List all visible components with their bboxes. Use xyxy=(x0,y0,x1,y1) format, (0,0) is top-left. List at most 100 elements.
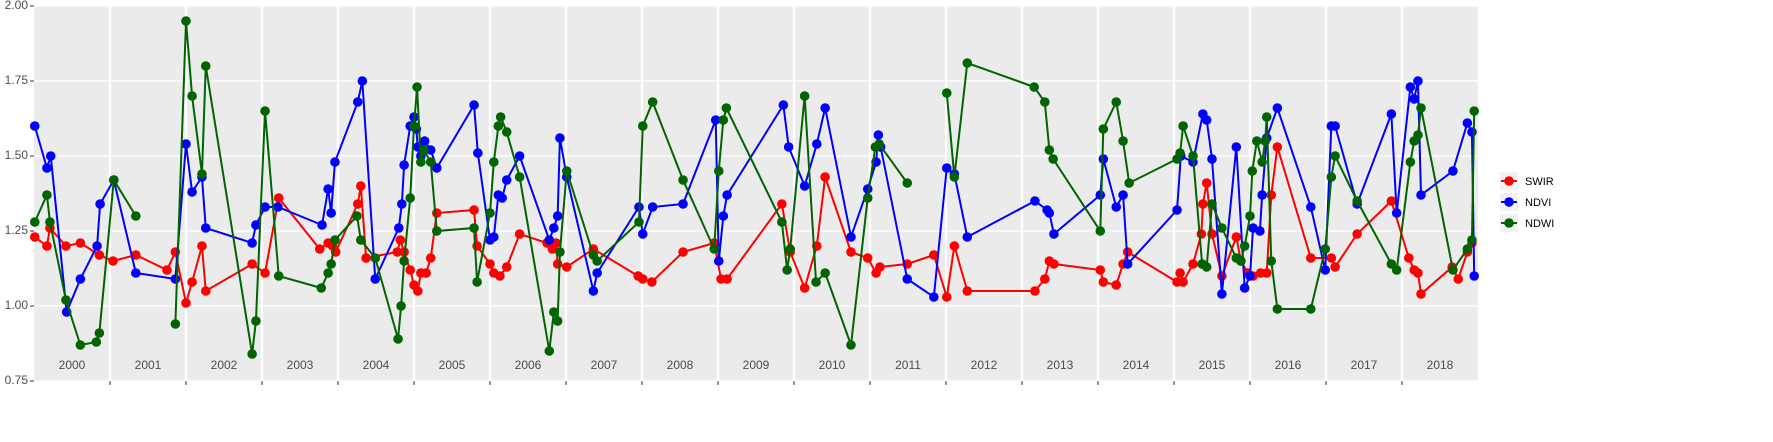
data-point xyxy=(1272,304,1283,314)
data-point xyxy=(425,145,436,155)
data-point xyxy=(485,208,495,218)
legend-point xyxy=(1504,176,1514,186)
data-point xyxy=(485,259,495,269)
data-point xyxy=(394,223,404,233)
data-point xyxy=(273,202,283,212)
y-tick-label: 1.75 xyxy=(5,73,29,87)
data-point xyxy=(399,160,409,170)
data-point xyxy=(1231,142,1242,152)
data-point xyxy=(501,262,512,272)
data-point xyxy=(42,241,52,251)
grid: 0.75 1.00 1.25 1.50 1.75 2.00 2000 2001 2002 2003… xyxy=(5,0,1478,387)
data-point xyxy=(75,340,86,350)
data-point xyxy=(247,238,257,248)
data-point xyxy=(469,205,479,215)
x-tick-label: 2009 xyxy=(743,358,770,372)
data-point xyxy=(200,61,211,71)
x-tick-label: 2015 xyxy=(1199,358,1226,372)
data-point xyxy=(472,241,482,251)
data-point xyxy=(273,193,284,203)
data-point xyxy=(799,283,810,293)
data-point xyxy=(777,199,787,209)
data-point xyxy=(413,286,423,296)
data-point xyxy=(1175,148,1185,158)
data-point xyxy=(1261,112,1272,122)
data-point xyxy=(1122,259,1133,269)
data-point xyxy=(395,235,406,245)
data-point xyxy=(1196,229,1207,239)
data-point xyxy=(187,187,197,197)
data-point xyxy=(544,235,555,245)
data-point xyxy=(1095,265,1106,275)
data-point xyxy=(1111,202,1122,212)
data-point xyxy=(647,202,658,212)
data-point xyxy=(846,232,856,242)
data-point xyxy=(357,76,368,86)
data-point xyxy=(1448,265,1458,275)
data-point xyxy=(1326,253,1337,263)
data-point xyxy=(862,193,873,203)
data-marks xyxy=(29,16,1479,359)
data-point xyxy=(1413,268,1423,278)
data-point xyxy=(783,142,794,152)
data-point xyxy=(1231,232,1242,242)
data-point xyxy=(1462,244,1473,254)
data-point xyxy=(929,250,939,260)
legend-point xyxy=(1504,218,1514,228)
data-point xyxy=(1330,121,1340,131)
data-point xyxy=(61,295,71,305)
data-point xyxy=(1030,286,1040,296)
data-point xyxy=(561,166,572,176)
x-tick-label: 2003 xyxy=(287,358,314,372)
data-point xyxy=(409,121,419,131)
data-point xyxy=(1247,166,1258,176)
data-point xyxy=(1201,115,1212,125)
data-point xyxy=(432,226,442,236)
data-point xyxy=(419,136,430,146)
data-point xyxy=(1386,109,1397,119)
data-point xyxy=(592,268,602,278)
data-point xyxy=(399,256,409,266)
data-point xyxy=(352,211,362,221)
data-point xyxy=(634,217,644,227)
data-point xyxy=(405,265,416,275)
data-point xyxy=(514,172,525,182)
data-point xyxy=(330,235,340,245)
data-point xyxy=(495,271,505,281)
data-point xyxy=(1236,256,1246,266)
x-tick-label: 2016 xyxy=(1275,358,1302,372)
x-tick-label: 2002 xyxy=(211,358,238,372)
data-point xyxy=(187,277,197,287)
data-point xyxy=(326,208,336,218)
data-point xyxy=(419,145,429,155)
data-point xyxy=(941,88,952,98)
data-point xyxy=(352,199,363,209)
data-point xyxy=(1467,235,1477,245)
data-point xyxy=(552,259,563,269)
data-point xyxy=(637,121,648,131)
data-point xyxy=(799,181,810,191)
data-point xyxy=(109,175,119,185)
data-point xyxy=(1029,82,1039,92)
data-point xyxy=(678,175,688,185)
data-point xyxy=(370,274,381,284)
data-point xyxy=(330,157,340,167)
data-point xyxy=(873,130,884,140)
data-point xyxy=(326,259,336,269)
data-point xyxy=(1040,97,1050,107)
data-point xyxy=(875,262,885,272)
data-point xyxy=(785,244,795,254)
data-point xyxy=(251,316,261,326)
data-point xyxy=(1217,223,1227,233)
data-point xyxy=(393,334,403,344)
data-point xyxy=(874,139,884,149)
data-point xyxy=(782,265,792,275)
data-point xyxy=(710,115,721,125)
x-tick-label: 2013 xyxy=(1047,358,1074,372)
data-point xyxy=(469,100,479,110)
data-point xyxy=(678,247,688,257)
y-tick-label: 2.00 xyxy=(5,0,29,12)
data-point xyxy=(1261,268,1272,278)
data-point xyxy=(197,169,207,179)
data-point xyxy=(501,127,512,137)
